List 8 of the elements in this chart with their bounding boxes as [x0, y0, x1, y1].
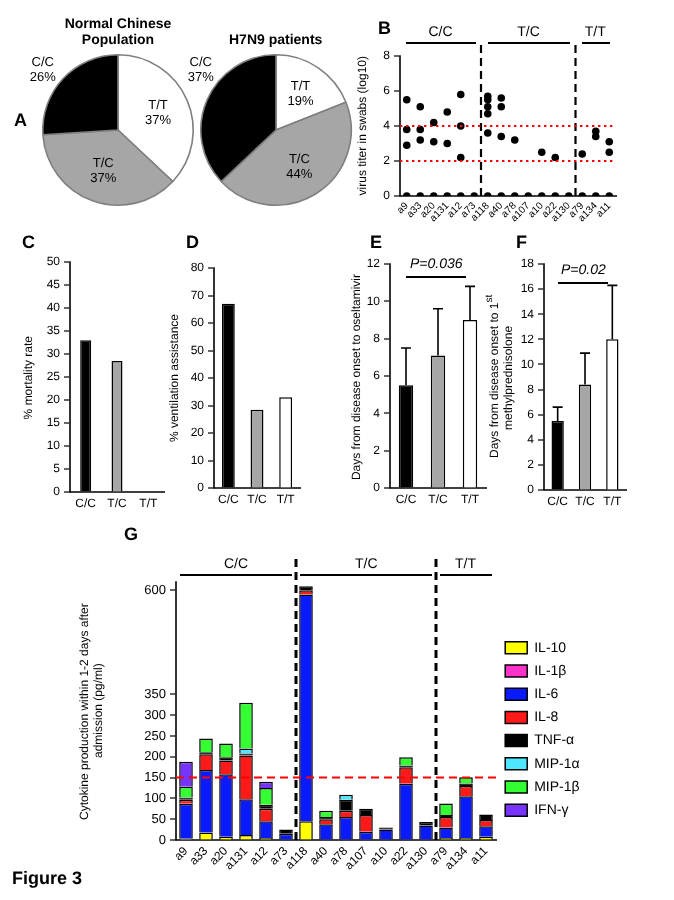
caption: Figure 3 [12, 868, 83, 890]
text: A [14, 110, 27, 132]
text: C [22, 232, 35, 254]
text: D [186, 232, 199, 254]
text: B [378, 18, 391, 40]
text: E [370, 232, 383, 254]
text: G [124, 524, 139, 546]
text: F [516, 232, 527, 254]
